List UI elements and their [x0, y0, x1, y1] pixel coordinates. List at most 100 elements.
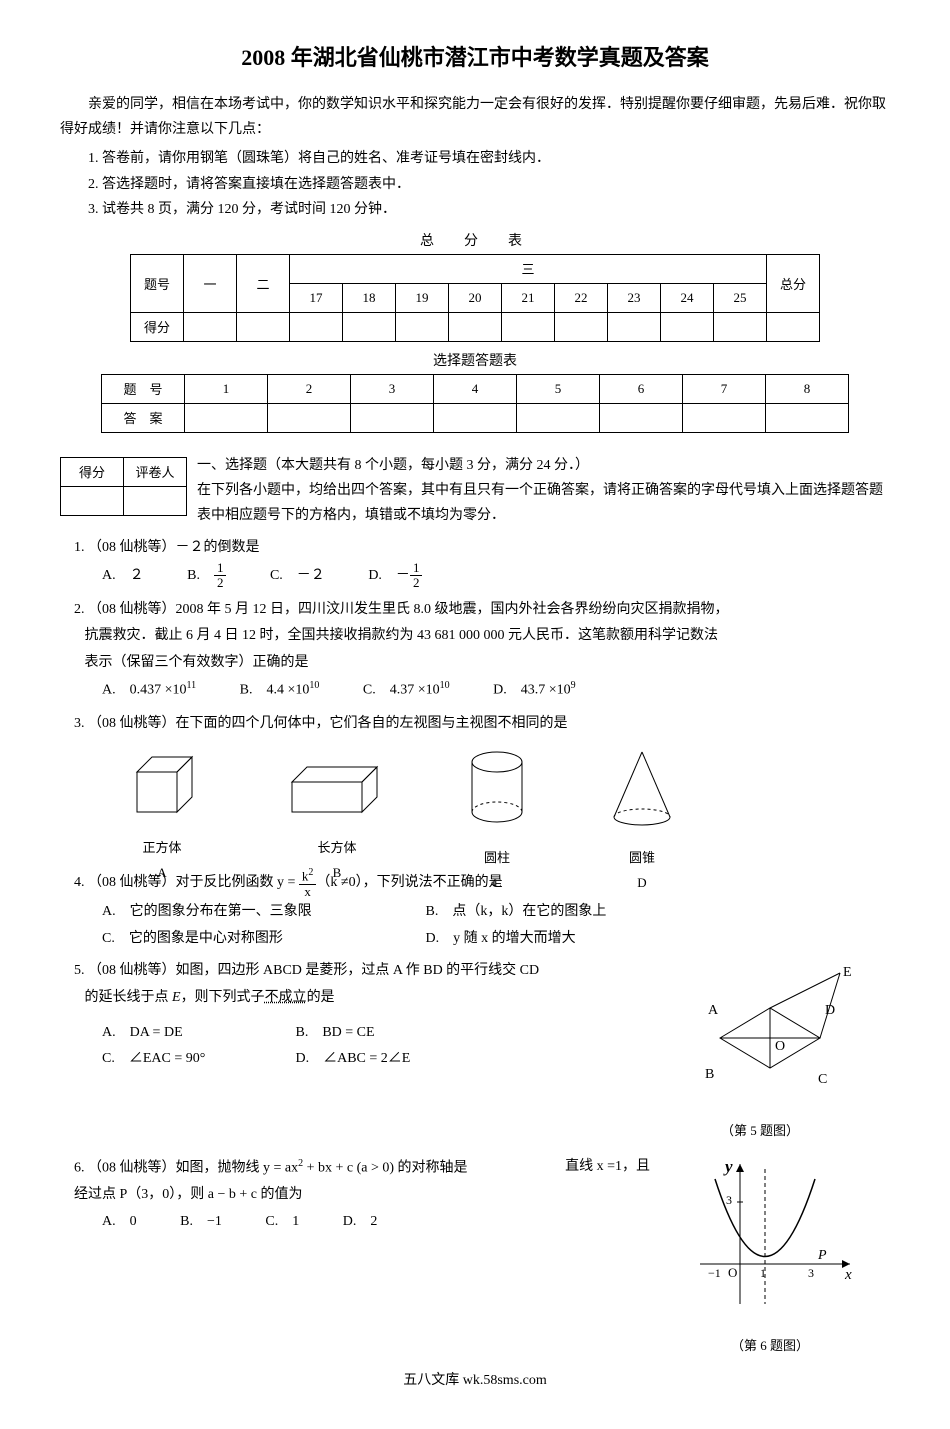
cell: 7 [683, 374, 766, 403]
notes: 1. 答卷前，请你用钢笔（圆珠笔）将自己的姓名、准考证号填在密封线内． 2. 答… [88, 146, 890, 222]
cell: 得分 [61, 457, 124, 486]
cell [343, 312, 396, 341]
q1-opt-a: A. ２ [102, 563, 144, 590]
cell: 总分 [767, 254, 820, 312]
svg-text:1: 1 [760, 1266, 766, 1280]
q5-opt-c: C. ∠EAC = 90° [102, 1046, 252, 1073]
cell: 8 [766, 374, 849, 403]
q5-opt-b: B. BD = CE [296, 1020, 375, 1047]
question-2: 2. （08 仙桃等）2008 年 5 月 12 日，四川汶川发生里氏 8.0 … [74, 597, 890, 705]
cell: 21 [502, 283, 555, 312]
svg-text:3: 3 [726, 1193, 732, 1207]
score-table: 题号 一 二 三 总分 17 18 19 20 21 22 23 24 25 得… [130, 254, 820, 342]
cell [766, 403, 849, 432]
q4-opt-d: D. y 随 x 的增大而增大 [426, 926, 576, 953]
cell: 3 [351, 374, 434, 403]
svg-text:O: O [728, 1265, 737, 1280]
note-2: 2. 答选择题时，请将答案直接填在选择题答题表中． [88, 172, 890, 197]
q6-stem-right: 直线 x =1，且 [565, 1154, 650, 1181]
q2-stem2: 抗震救灾．截止 6 月 4 日 12 时，全国共接收捐款约为 43 681 00… [85, 628, 719, 643]
q3-label-a: 正方体 [122, 836, 202, 861]
q1-opt-d: D. －12 [368, 561, 422, 591]
cell: 4 [434, 374, 517, 403]
cell [290, 312, 343, 341]
answer-table: 题 号 1 2 3 4 5 6 7 8 答 案 [101, 374, 849, 433]
rhombus-icon: A D B C E O [660, 958, 860, 1108]
question-4: 4. （08 仙桃等）对于反比例函数 y = k2x（k ≠0），下列说法不正确… [74, 867, 890, 952]
cell: 题 号 [102, 374, 185, 403]
section1-title: 一、选择题（本大题共有 8 个小题，每小题 3 分，满分 24 分．） [197, 458, 589, 473]
cell: 答 案 [102, 403, 185, 432]
cell [683, 403, 766, 432]
q5-opt-a: A. DA = DE [102, 1020, 252, 1047]
intro-text: 亲爱的同学，相信在本场考试中，你的数学知识水平和探究能力一定会有很好的发挥．特别… [60, 92, 890, 142]
footer-text: 五八文库 wk.58sms.com [60, 1369, 890, 1389]
svg-text:−1: −1 [708, 1266, 721, 1280]
parabola-icon: O 1 3 −1 3 P x y [680, 1154, 860, 1324]
cell: 20 [449, 283, 502, 312]
cell [124, 486, 187, 515]
svg-text:A: A [708, 1003, 719, 1018]
cell: 6 [600, 374, 683, 403]
q4-stem-pre: （08 仙桃等）对于反比例函数 y = [88, 876, 299, 891]
q4-stem-post: （k ≠0），下列说法不正确的是 [316, 876, 502, 891]
cell [185, 403, 268, 432]
q2-stem1: （08 仙桃等）2008 年 5 月 12 日，四川汶川发生里氏 8.0 级地震… [88, 602, 729, 617]
q2-opt-d: D. 43.7 ×109 [493, 676, 576, 704]
q3-stem: （08 仙桃等）在下面的四个几何体中，它们各自的左视图与主视图不相同的是 [88, 716, 568, 731]
svg-text:y: y [723, 1157, 733, 1176]
cell: 25 [714, 283, 767, 312]
question-1: 1. （08 仙桃等）－２的倒数是 A. ２ B. 12 C. －２ D. －1… [74, 535, 890, 591]
q4-opt-c: C. 它的图象是中心对称图形 [102, 926, 382, 953]
cell [502, 312, 555, 341]
svg-text:x: x [844, 1267, 852, 1283]
cell [600, 403, 683, 432]
svg-text:E: E [843, 965, 852, 980]
q2-opt-c: C. 4.37 ×1010 [363, 676, 450, 704]
cell [767, 312, 820, 341]
cuboid-icon [282, 757, 392, 827]
cell: 19 [396, 283, 449, 312]
cell [61, 486, 124, 515]
q5-caption: （第 5 题图） [660, 1119, 860, 1144]
cell [396, 312, 449, 341]
q3-shapes: 正方体 A 长方体 B 圆柱 C [102, 747, 890, 857]
cell: 题号 [131, 254, 184, 312]
q6-caption: （第 6 题图） [680, 1334, 860, 1359]
cell: 23 [608, 283, 661, 312]
cell: 2 [268, 374, 351, 403]
svg-text:C: C [818, 1072, 827, 1087]
q5-stem2: 的延长线于点 E，则下列式子不成立的是 [85, 990, 335, 1005]
answer-table-caption: 选择题答题表 [60, 350, 890, 370]
cell [661, 312, 714, 341]
q2-opt-b: B. 4.4 ×1010 [240, 676, 320, 704]
svg-text:3: 3 [808, 1266, 814, 1280]
cell [351, 403, 434, 432]
cell: 得分 [131, 312, 184, 341]
cell [517, 403, 600, 432]
cell [449, 312, 502, 341]
q6-figure: O 1 3 −1 3 P x y （第 6 题图） [680, 1154, 860, 1359]
cell [268, 403, 351, 432]
cylinder-icon [462, 747, 532, 837]
q5-stem1: （08 仙桃等）如图，四边形 ABCD 是菱形，过点 A 作 BD 的平行线交 … [88, 963, 539, 978]
q6-opt-a: A. 0 [102, 1209, 137, 1236]
cell [237, 312, 290, 341]
note-1: 1. 答卷前，请你用钢笔（圆珠笔）将自己的姓名、准考证号填在密封线内． [88, 146, 890, 171]
section1-note: 在下列各小题中，均给出四个答案，其中有且只有一个正确答案，请将正确答案的字母代号… [197, 483, 883, 523]
svg-text:D: D [825, 1003, 835, 1018]
question-3: 3. （08 仙桃等）在下面的四个几何体中，它们各自的左视图与主视图不相同的是 … [74, 711, 890, 858]
cell [184, 312, 237, 341]
q1-stem: （08 仙桃等）－２的倒数是 [88, 540, 260, 555]
cell: 5 [517, 374, 600, 403]
note-3: 3. 试卷共 8 页，满分 120 分，考试时间 120 分钟． [88, 197, 890, 222]
q3-label-b: 长方体 [282, 836, 392, 861]
grader-table: 得分 评卷人 [60, 457, 187, 516]
q1-opt-b: B. 12 [187, 561, 226, 591]
cell: 17 [290, 283, 343, 312]
cell: 二 [237, 254, 290, 312]
page-title: 2008 年湖北省仙桃市潜江市中考数学真题及答案 [60, 40, 890, 72]
cell: 22 [555, 283, 608, 312]
cone-icon [602, 747, 682, 837]
cell: 1 [185, 374, 268, 403]
